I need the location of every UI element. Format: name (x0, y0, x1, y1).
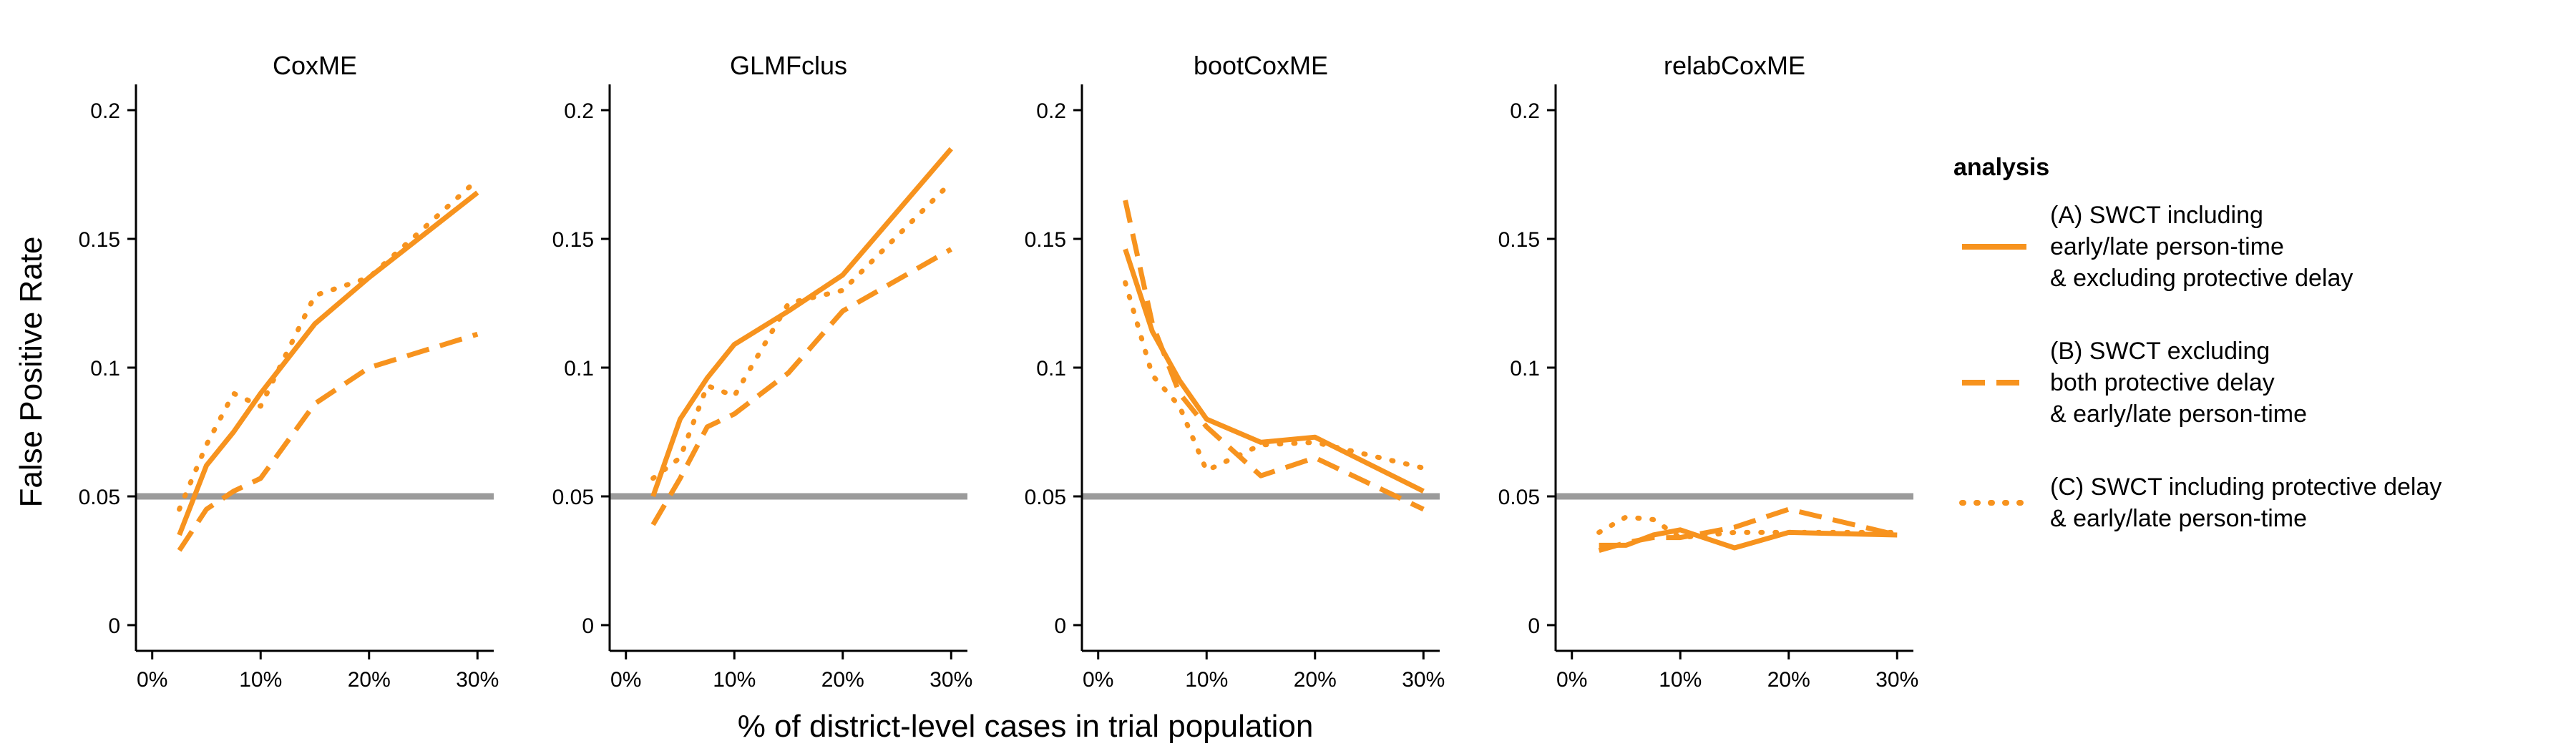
series-line-solid (1123, 248, 1425, 494)
x-axis-title: % of district-level cases in trial popul… (738, 709, 1314, 744)
y-tick-label: 0.1 (1036, 357, 1066, 381)
y-tick-label: 0.15 (552, 228, 594, 252)
series-line-solid (177, 190, 479, 536)
legend-label: both protective delay (2050, 369, 2275, 396)
x-tick-label: 20% (1294, 668, 1337, 692)
legend-label: & excluding protective delay (2050, 265, 2353, 292)
x-tick-label: 10% (1659, 668, 1702, 692)
y-tick-label: 0.2 (564, 99, 594, 123)
y-tick-label: 0.1 (564, 357, 594, 381)
series-line-dashed (650, 247, 953, 526)
x-tick-label: 0% (1083, 668, 1113, 692)
y-tick-label: 0.2 (90, 99, 120, 123)
y-tick-label: 0.2 (1510, 99, 1540, 123)
legend-label: & early/late person-time (2050, 505, 2307, 532)
x-tick-label: 30% (1875, 668, 1918, 692)
legend-items: (A) SWCT including early/late person-time… (1959, 202, 2441, 532)
series-line-solid (650, 147, 953, 498)
panel-glmfclus: GLMFclus 0 0.05 0.1 0.15 0.2 0% 10% 20% 30% (552, 51, 973, 692)
legend-label: & early/late person-time (2050, 401, 2307, 428)
series-line-dotted (1596, 514, 1900, 541)
y-tick-label: 0.15 (1498, 228, 1540, 252)
y-tick-label: 0.15 (79, 228, 120, 252)
x-tick-label: 20% (1767, 668, 1810, 692)
y-tick-label: 0.05 (552, 486, 594, 509)
series-line-dotted (177, 177, 480, 512)
x-tick-label: 0% (610, 668, 641, 692)
x-tick-label: 10% (1185, 668, 1228, 692)
x-tick-label: 10% (239, 668, 282, 692)
legend: analysis (A) SWCT including early/late pe… (1953, 154, 2441, 532)
panels-group: CoxME 0 0.05 0.1 0.15 0.2 0% 10% 20% 30% GLMFclus 0… (79, 51, 1919, 692)
y-tick-label: 0.05 (1498, 486, 1540, 509)
panel-title: bootCoxME (1194, 51, 1328, 80)
x-tick-label: 30% (930, 668, 972, 692)
x-tick-label: 10% (713, 668, 756, 692)
x-tick-label: 0% (1556, 668, 1587, 692)
legend-label: (B) SWCT excluding (2050, 338, 2270, 365)
y-tick-label: 0 (1054, 614, 1066, 638)
panel-relabcoxme: relabCoxME 0 0.05 0.1 0.15 0.2 0% 10% 20% 30% (1498, 51, 1919, 692)
panel-title: relabCoxME (1664, 51, 1805, 80)
y-axis-title: False Positive Rate (14, 236, 49, 507)
y-tick-label: 0.2 (1036, 99, 1066, 123)
panel-title: GLMFclus (730, 51, 847, 80)
legend-label: early/late person-time (2050, 233, 2284, 260)
legend-label: (A) SWCT including (2050, 202, 2263, 229)
series-line-dashed (1598, 506, 1898, 553)
y-tick-label: 0.1 (1510, 357, 1540, 381)
panel-bootcoxme: bootCoxME 0 0.05 0.1 0.15 0.2 0% 10% 20% 30% (1025, 51, 1445, 692)
legend-title: analysis (1953, 154, 2049, 181)
y-tick-label: 0.1 (90, 357, 120, 381)
series-line-dashed (1123, 200, 1425, 512)
y-tick-label: 0 (582, 614, 594, 638)
panel-coxme: CoxME 0 0.05 0.1 0.15 0.2 0% 10% 20% 30% (79, 51, 499, 692)
y-tick-label: 0 (1528, 614, 1540, 638)
panel-title: CoxME (273, 51, 357, 80)
series-line-dashed (177, 331, 479, 552)
legend-item-dashed: (B) SWCT excluding both protective delay &… (1962, 338, 2307, 428)
x-tick-label: 0% (137, 668, 167, 692)
legend-label: (C) SWCT including protective delay (2050, 473, 2441, 501)
x-tick-label: 20% (821, 668, 864, 692)
y-tick-label: 0.15 (1025, 228, 1066, 252)
y-tick-label: 0.05 (1025, 486, 1066, 509)
series-line-dotted (650, 180, 954, 481)
x-tick-label: 30% (1402, 668, 1445, 692)
x-tick-label: 30% (456, 668, 499, 692)
y-tick-label: 0 (108, 614, 120, 638)
y-tick-label: 0.05 (79, 486, 120, 509)
legend-item-dotted: (C) SWCT including protective delay & ear… (1959, 473, 2441, 532)
x-tick-label: 20% (348, 668, 391, 692)
legend-item-solid: (A) SWCT including early/late person-time… (1962, 202, 2353, 292)
